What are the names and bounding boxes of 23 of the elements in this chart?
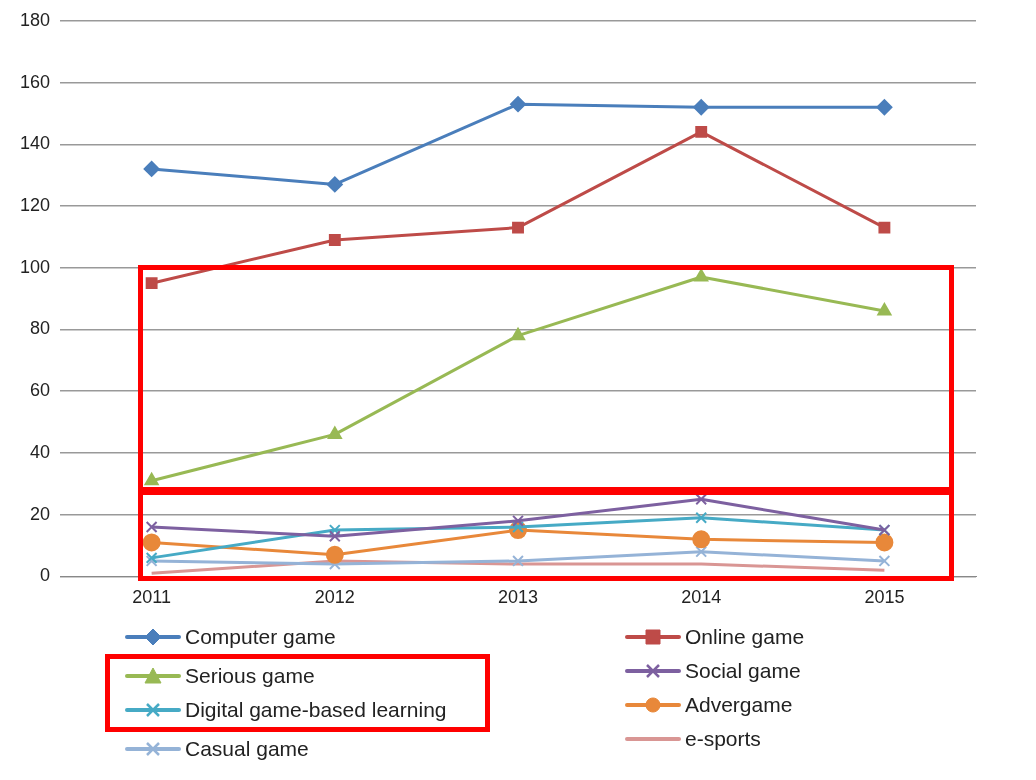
y-tick-label: 20 [30, 503, 51, 524]
x-tick-label: 2014 [681, 587, 722, 608]
legend-label: Serious game [185, 664, 315, 688]
y-tick-label: 140 [19, 133, 51, 154]
legend-label: Advergame [685, 693, 793, 717]
legend-label: Digital game-based learning [185, 698, 447, 722]
x-tick-label: 2013 [497, 587, 539, 608]
legend-label: Casual game [185, 737, 309, 761]
y-tick-label: 160 [19, 71, 51, 92]
legend-label: Online game [685, 625, 805, 649]
y-tick-label: 180 [19, 9, 51, 30]
legend-label: e-sports [685, 727, 761, 751]
y-tick-label: 40 [30, 441, 51, 462]
legend-label: Computer game [185, 625, 336, 649]
y-tick-label: 60 [30, 380, 51, 401]
y-tick-label: 120 [19, 194, 51, 215]
x-tick-label: 2015 [864, 587, 905, 608]
y-tick-label: 80 [30, 318, 51, 339]
x-tick-label: 2012 [314, 587, 355, 608]
x-tick-label: 2011 [132, 587, 171, 608]
legend-label: Social game [685, 659, 801, 683]
y-tick-label: 100 [19, 256, 51, 277]
y-tick-label: 0 [40, 565, 51, 586]
